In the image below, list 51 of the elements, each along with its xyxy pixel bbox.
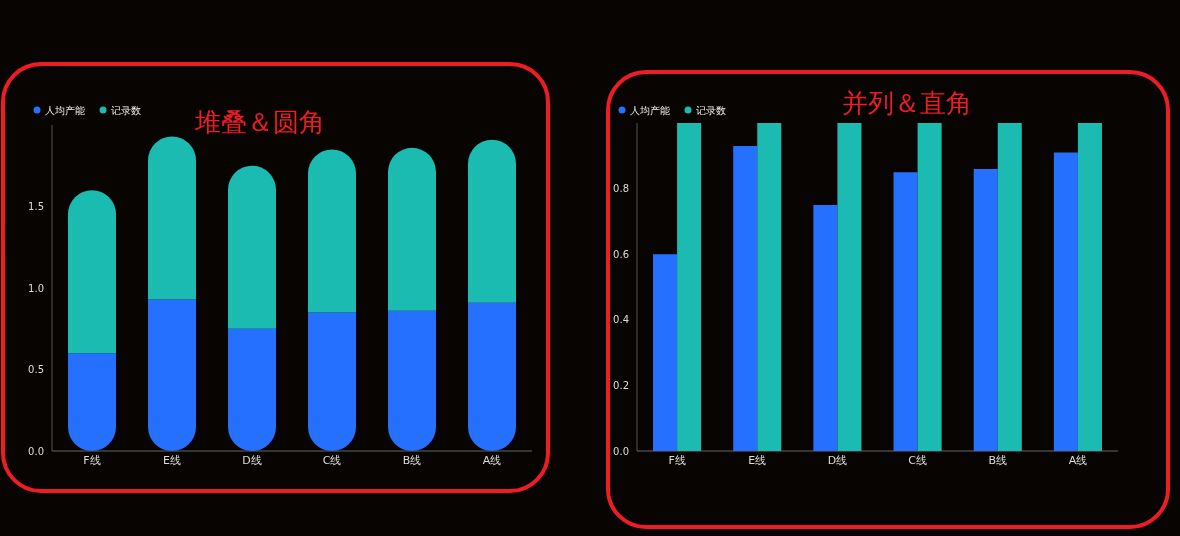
bar [757,123,782,451]
y-tick-label: 0.0 [613,445,629,457]
bar [677,123,702,451]
y-tick-label: 0.2 [613,379,629,391]
x-tick-label: E线 [163,454,181,467]
legend-label: 人均产能 [45,104,85,116]
y-tick-label: 0.5 [28,364,44,375]
bar [228,328,276,451]
x-tick-label: A线 [482,454,502,467]
bar [308,312,356,451]
bar [653,254,678,451]
bar [468,302,516,451]
legend-label: 记录数 [696,104,726,116]
y-tick-label: 1.0 [28,282,44,294]
x-tick-label: E线 [748,454,767,467]
x-tick-label: A线 [1068,454,1088,467]
bar [813,205,838,451]
y-tick-label: 1.5 [28,201,44,212]
x-tick-label: C线 [908,454,927,467]
x-tick-label: D线 [242,454,262,467]
y-tick-label: 0.4 [613,314,629,326]
x-tick-label: B线 [402,454,422,467]
chart-title: 并列＆直角 [842,88,972,118]
bar [68,353,116,451]
bar [973,168,998,451]
y-tick-label: 0.8 [613,183,629,195]
bar [1077,123,1102,451]
y-tick-label: 0.0 [28,445,44,457]
bar [148,136,196,300]
x-tick-label: B线 [988,454,1008,467]
bar [468,139,516,303]
y-tick-label: 0.6 [613,248,629,260]
bar [388,147,436,311]
bar [388,310,436,451]
bar [308,149,356,313]
bar [1053,152,1078,451]
bar [733,145,758,451]
bar [68,190,116,354]
x-tick-label: F线 [668,454,686,467]
x-tick-label: C线 [322,454,342,467]
bar [837,123,862,451]
chart-title: 堆叠＆圆角 [194,107,325,137]
x-tick-label: D线 [827,454,848,467]
bar [997,123,1022,451]
bar [228,165,276,329]
bar [148,299,196,451]
bar [893,172,918,451]
x-tick-label: F线 [83,454,101,467]
bar [917,123,942,451]
legend-label: 人均产能 [630,104,670,116]
legend-label: 记录数 [111,104,141,116]
